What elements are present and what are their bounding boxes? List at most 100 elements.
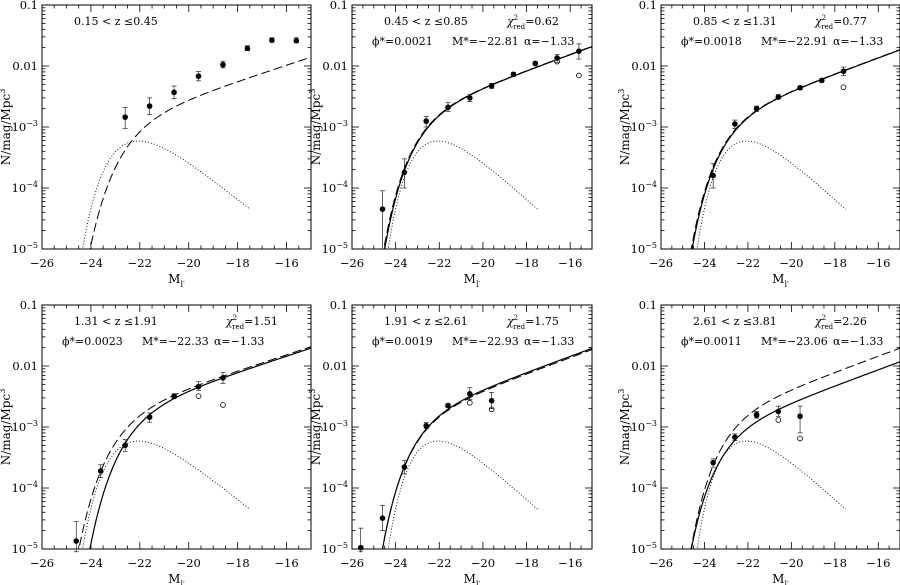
data-point (379, 515, 386, 521)
data-point (775, 94, 782, 100)
data-point (554, 55, 560, 61)
data-point (797, 413, 803, 420)
x-tick-label: −16 (558, 556, 582, 570)
curves (383, 45, 592, 249)
x-tick-label: −22 (736, 256, 760, 270)
x-axis-label: Ml′ (772, 272, 789, 289)
phi-star-label: ϕ*=0.0019 (372, 335, 433, 348)
data-point (423, 118, 429, 124)
y-tick-label: 0.1 (330, 298, 348, 312)
data-point (467, 95, 473, 101)
y-tick-label: 0.01 (631, 59, 657, 73)
solid-curve (89, 347, 311, 549)
y-tick-label: 10−4 (322, 480, 348, 495)
y-tick-label: 10−5 (631, 541, 657, 556)
data-point (220, 375, 226, 381)
x-tick-label: −20 (471, 556, 495, 570)
x-tick-label: −26 (340, 256, 364, 270)
y-tick-label: 10−4 (12, 180, 38, 195)
m-star-label: M*=−23.06 (761, 335, 828, 348)
chi2-label: χ2 red=0.62 (506, 14, 559, 31)
open-point (195, 393, 202, 399)
curves (690, 49, 900, 249)
data-point (357, 544, 364, 551)
open-point (775, 417, 782, 423)
y-tick-label: 10−3 (12, 419, 38, 434)
open-point (467, 399, 473, 406)
x-tick-label: −16 (866, 256, 890, 270)
y-tick-label: 10−4 (12, 480, 38, 495)
y-tick-label: 10−4 (631, 480, 657, 495)
alpha-label: α=−1.33 (214, 335, 264, 348)
data-point (171, 393, 177, 399)
dashed-curve (89, 56, 311, 249)
redshift-label: 1.91 < z ≤2.61 (384, 315, 468, 328)
y-tick-label: 0.01 (12, 359, 38, 373)
x-tick-label: −26 (30, 256, 54, 270)
data-point (775, 408, 782, 415)
dashed-curve (690, 347, 900, 549)
x-axis-label: Ml′ (168, 572, 185, 585)
x-tick-label: −18 (225, 556, 249, 570)
y-tick-label: 0.1 (639, 298, 657, 312)
data-point (488, 83, 495, 89)
x-tick-label: −22 (128, 556, 152, 570)
m-star-label: M*=−22.93 (452, 335, 519, 348)
y-tick-label: 10−4 (631, 180, 657, 195)
x-tick-label: −18 (514, 256, 538, 270)
alpha-label: α=−1.33 (833, 35, 883, 48)
data-point (122, 442, 128, 449)
panel-5: −26 −24 −22 −20 −18 −16 10−5 10−4 10−3 0.01 0.1 Ml′… (308, 298, 593, 585)
x-tick-label: −24 (692, 556, 716, 570)
redshift-label: 0.15 < z ≤0.45 (74, 15, 158, 28)
data-point (195, 383, 202, 390)
m-star-label: M*=−22.33 (142, 335, 209, 348)
x-tick-label: −24 (692, 256, 716, 270)
redshift-label: 0.85 < z ≤1.31 (693, 15, 777, 28)
solid-curve (690, 361, 900, 549)
x-tick-label: −16 (558, 256, 582, 270)
phi-star-label: ϕ*=0.0011 (681, 335, 742, 348)
x-tick-label: −26 (30, 556, 54, 570)
x-tick-label: −16 (274, 556, 298, 570)
x-tick-label: −22 (427, 256, 451, 270)
y-axis-label: N/mag/Mpc3 (0, 89, 13, 166)
solid-curve (691, 49, 900, 249)
x-tick-label: −22 (128, 256, 152, 270)
x-tick-label: −20 (177, 556, 201, 570)
data-point (146, 414, 153, 420)
chi2-label: χ2 red=0.77 (814, 14, 867, 31)
alpha-label: α=−1.33 (524, 35, 574, 48)
y-tick-label: 0.1 (20, 0, 38, 12)
y-tick-label: 10−5 (322, 541, 348, 556)
data-point (445, 402, 451, 409)
y-tick-label: 10−4 (322, 180, 348, 195)
x-tick-label: −24 (79, 556, 103, 570)
x-tick-label: −24 (383, 556, 407, 570)
data-point (753, 411, 760, 418)
x-tick-label: −24 (383, 256, 407, 270)
x-axis-label: Ml′ (772, 572, 789, 585)
x-tick-label: −16 (866, 556, 890, 570)
data-point (710, 459, 716, 466)
dotted-curve (696, 140, 846, 249)
panel-2: −26 −24 −22 −20 −18 −16 10−5 10−4 10−3 0.01 0.1 Ml′… (308, 0, 593, 289)
y-tick-label: 0.1 (330, 0, 348, 12)
y-tick-label: 10−3 (322, 119, 348, 134)
x-tick-label: −26 (340, 556, 364, 570)
data-point (171, 89, 177, 96)
data-point (146, 103, 153, 109)
x-tick-label: −22 (427, 556, 451, 570)
data-point (220, 61, 226, 68)
m-star-label: M*=−22.91 (761, 35, 828, 48)
data-point (732, 434, 738, 441)
y-tick-label: 10−5 (631, 241, 657, 256)
open-point (220, 402, 226, 408)
data-point (269, 37, 275, 43)
data-point (244, 45, 251, 52)
x-tick-label: −18 (823, 556, 847, 570)
data-point (293, 37, 300, 44)
x-tick-label: −26 (649, 556, 673, 570)
open-point (576, 72, 582, 79)
